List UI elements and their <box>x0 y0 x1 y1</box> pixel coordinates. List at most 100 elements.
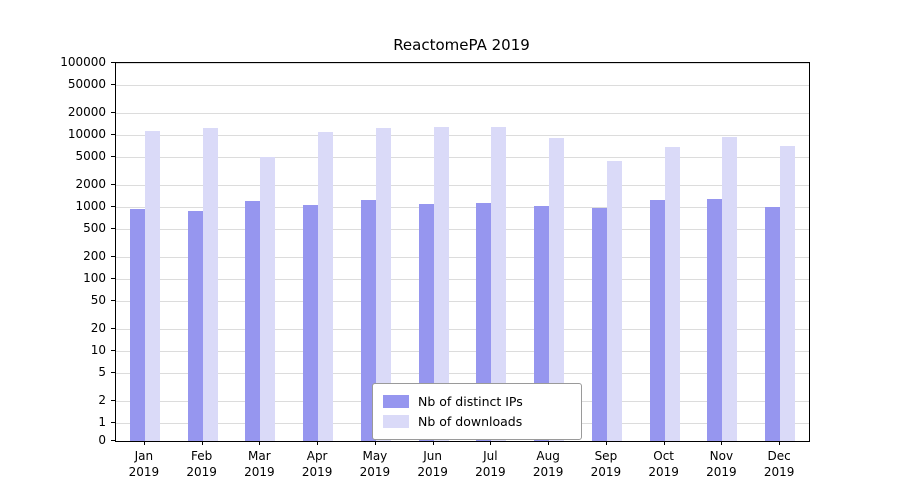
bar-downloads <box>375 128 391 441</box>
x-tick-label: Sep 2019 <box>590 449 622 479</box>
x-tick-label: Apr 2019 <box>301 449 333 479</box>
y-tick-mark <box>111 371 115 373</box>
x-tick-mark <box>605 441 607 445</box>
y-tick-mark <box>111 83 115 85</box>
y-tick-label: 2 <box>98 393 106 408</box>
y-tick-label: 20000 <box>67 105 106 120</box>
legend: Nb of distinct IPs Nb of downloads <box>372 383 582 440</box>
x-tick-label: May 2019 <box>359 449 391 479</box>
bar-downloads <box>144 130 160 441</box>
x-tick-mark <box>201 441 203 445</box>
y-tick-label: 100000 <box>60 55 106 69</box>
y-tick-label: 1 <box>98 415 106 429</box>
y-tick-mark <box>111 134 115 135</box>
y-tick-label: 100 <box>83 271 106 285</box>
gridline <box>116 84 809 86</box>
y-tick-mark <box>111 62 115 63</box>
plot-area: Nb of distinct IPs Nb of downloads <box>115 62 810 442</box>
bar-distinct-ips <box>534 206 550 441</box>
y-tick-mark <box>111 155 115 157</box>
legend-swatch-distinct-ips <box>383 394 409 408</box>
bar-distinct-ips <box>303 205 319 441</box>
bar-distinct-ips <box>129 208 145 441</box>
bar-downloads <box>606 161 622 441</box>
bar-downloads <box>202 128 218 441</box>
y-tick-mark <box>111 112 115 114</box>
x-tick-mark <box>317 441 319 445</box>
y-tick-mark <box>111 440 115 441</box>
bar-distinct-ips <box>245 201 261 441</box>
bar-distinct-ips <box>765 207 781 441</box>
x-tick-mark <box>143 441 145 445</box>
legend-label-downloads: Nb of downloads <box>418 413 523 429</box>
gridline <box>116 329 809 331</box>
bar-distinct-ips <box>418 204 434 441</box>
x-tick-label: Feb 2019 <box>186 449 217 479</box>
y-tick-mark <box>111 206 115 207</box>
gridline <box>116 63 809 64</box>
bar-distinct-ips <box>187 210 203 441</box>
bar-distinct-ips <box>649 200 665 441</box>
gridline <box>116 257 809 259</box>
legend-label-distinct-ips: Nb of distinct IPs <box>418 393 523 409</box>
x-tick-label: Jun 2019 <box>417 449 448 479</box>
y-tick-mark <box>111 299 115 301</box>
gridline <box>116 113 809 115</box>
gridline <box>116 207 809 208</box>
legend-item-downloads: Nb of downloads <box>383 411 571 431</box>
x-tick-label: Oct 2019 <box>648 449 679 479</box>
gridline <box>116 300 809 302</box>
y-tick-label: 5000 <box>75 148 106 163</box>
gridline <box>116 372 809 374</box>
legend-swatch-downloads <box>383 414 409 428</box>
y-tick-label: 500 <box>83 220 106 235</box>
bar-downloads <box>260 157 276 441</box>
gridline <box>116 135 809 136</box>
y-tick-label: 1000 <box>75 199 106 213</box>
x-tick-mark <box>259 441 261 445</box>
y-tick-label: 50 <box>90 292 106 307</box>
y-tick-mark <box>111 422 115 423</box>
x-tick-label: Jul 2019 <box>475 449 506 479</box>
x-tick-mark <box>490 441 492 445</box>
gridline <box>116 185 809 187</box>
x-tick-mark <box>374 441 376 445</box>
chart-title: ReactomePA 2019 <box>393 36 530 54</box>
bar-distinct-ips <box>591 207 607 441</box>
y-tick-label: 0 <box>98 433 106 447</box>
bar-downloads <box>318 132 334 441</box>
y-tick-label: 50000 <box>67 76 106 91</box>
gridline <box>116 351 809 352</box>
y-tick-label: 5 <box>98 364 106 379</box>
y-tick-mark <box>111 328 115 330</box>
y-tick-mark <box>111 400 115 402</box>
legend-item-distinct-ips: Nb of distinct IPs <box>383 391 571 411</box>
y-tick-label: 200 <box>83 249 106 264</box>
bar-downloads <box>491 126 507 441</box>
y-tick-label: 2000 <box>75 177 106 192</box>
y-tick-mark <box>111 278 115 279</box>
bar-downloads <box>433 126 449 441</box>
y-tick-label: 20 <box>90 321 106 336</box>
gridline <box>116 279 809 280</box>
gridline <box>116 228 809 230</box>
x-tick-mark <box>663 441 665 445</box>
bar-downloads <box>664 147 680 441</box>
x-tick-label: Dec 2019 <box>763 449 795 479</box>
x-tick-label: Nov 2019 <box>706 449 737 479</box>
y-tick-label: 10 <box>90 343 106 357</box>
x-tick-mark <box>779 441 781 445</box>
y-tick-mark <box>111 184 115 186</box>
y-tick-mark <box>111 227 115 229</box>
x-tick-label: Aug 2019 <box>532 449 564 479</box>
bar-downloads <box>549 138 565 441</box>
y-tick-mark <box>111 256 115 258</box>
y-tick-label: 10000 <box>67 127 106 141</box>
gridline <box>116 156 809 158</box>
bar-distinct-ips <box>707 198 723 441</box>
x-tick-mark <box>548 441 550 445</box>
x-tick-mark <box>721 441 723 445</box>
bar-distinct-ips <box>476 202 492 441</box>
x-tick-label: Mar 2019 <box>244 449 275 479</box>
